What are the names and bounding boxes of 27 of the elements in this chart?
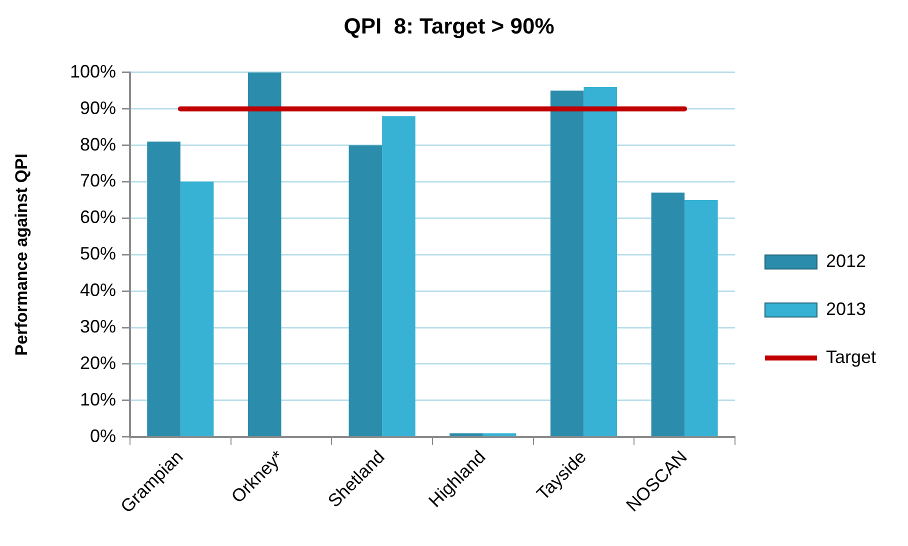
legend-label: Target [826,346,876,367]
bar [147,142,180,436]
bar [684,200,718,436]
y-tick-label: 0% [90,426,116,446]
legend-label: 2012 [826,250,866,271]
y-tick-label: 30% [80,316,116,336]
bar [248,72,282,436]
bar [348,145,382,436]
bar [450,433,483,436]
y-tick-label: 70% [80,170,116,191]
chart-title: QPI 8: Target > 90% [344,13,554,38]
y-tick-label: 60% [80,207,116,228]
y-tick-label: 50% [80,244,116,264]
y-tick-label: 100% [70,61,116,82]
y-axis-title: Performance against QPI [12,154,31,356]
bar [180,182,214,436]
bar [584,86,618,436]
y-tick-label: 40% [80,280,116,300]
y-tick-label: 10% [80,389,116,410]
y-tick-label: 20% [80,352,116,373]
bar [651,192,685,436]
bar [382,116,416,436]
y-tick-label: 80% [80,134,116,154]
bar [550,90,584,436]
bar [482,433,516,436]
legend-label: 2013 [826,298,866,319]
y-tick-label: 90% [80,98,116,118]
